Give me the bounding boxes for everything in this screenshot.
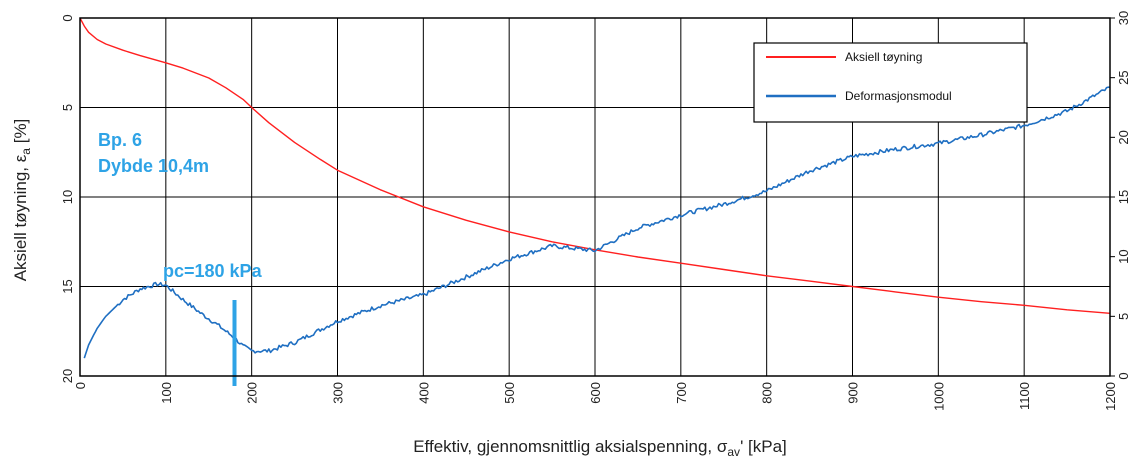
x-tick-label: 1000 [931, 382, 946, 411]
x-tick-label: 1100 [1017, 382, 1032, 410]
x-tick-label: 200 [245, 382, 260, 404]
pc-annotation: pc=180 kPa [163, 261, 263, 281]
y-left-tick-label: 5 [60, 104, 75, 111]
y-right-tick-label: 25 [1116, 70, 1131, 84]
x-tick-label: 300 [331, 382, 346, 404]
y-left-tick-label: 15 [60, 279, 75, 293]
x-tick-label: 100 [159, 382, 174, 404]
legend: Aksiell tøyning Deformasjonsmodul [753, 42, 1028, 123]
y-right-tick-label: 10 [1116, 249, 1131, 263]
y-right-tick-label: 20 [1116, 130, 1131, 144]
y-left-tick-label: 10 [60, 190, 75, 204]
plot-frame [79, 17, 1111, 377]
legend-label-aksiell-toyning: Aksiell tøyning [845, 50, 922, 64]
y-right-tick-label: 5 [1116, 313, 1131, 320]
y-right-tick-label: 0 [1116, 372, 1131, 379]
x-tick-label: 400 [416, 382, 431, 404]
x-tick-label: 800 [760, 382, 775, 404]
legend-label-deformasjonsmodul: Deformasjonsmodul [845, 89, 952, 103]
y-right-tick-label: 15 [1116, 190, 1131, 204]
y-axis-right-ticks: 0 5 10 15 20 25 30 [1110, 11, 1131, 380]
y-right-tick-label: 30 [1116, 11, 1131, 25]
x-tick-label: 500 [502, 382, 517, 404]
y-left-tick-label: 0 [60, 14, 75, 21]
series-line-aksiell-toyning [79, 17, 1111, 314]
x-tick-label: 700 [674, 382, 689, 404]
x-tick-label: 0 [73, 382, 88, 389]
x-tick-label: 900 [846, 382, 861, 404]
series-line-deformasjonsmodul [83, 86, 1110, 359]
x-tick-label: 1200 [1103, 382, 1118, 411]
x-axis-label: Effektiv, gjennomsnittlig aksialspenning… [413, 437, 787, 459]
series-layer [79, 17, 1111, 359]
borehole-annotation: Bp. 6 [98, 130, 142, 150]
depth-annotation: Dybde 10,4m [98, 156, 209, 176]
x-axis-ticks: 0 100 200 300 400 500 600 700 800 900 1000 1100 1200 [73, 382, 1118, 411]
y-axis-left-label: Aksiell tøyning, εa [%] [11, 119, 33, 282]
x-tick-label: 600 [588, 382, 603, 404]
y-axis-left-ticks: 0 5 10 15 20 [60, 14, 75, 383]
y-left-tick-label: 20 [60, 369, 75, 383]
